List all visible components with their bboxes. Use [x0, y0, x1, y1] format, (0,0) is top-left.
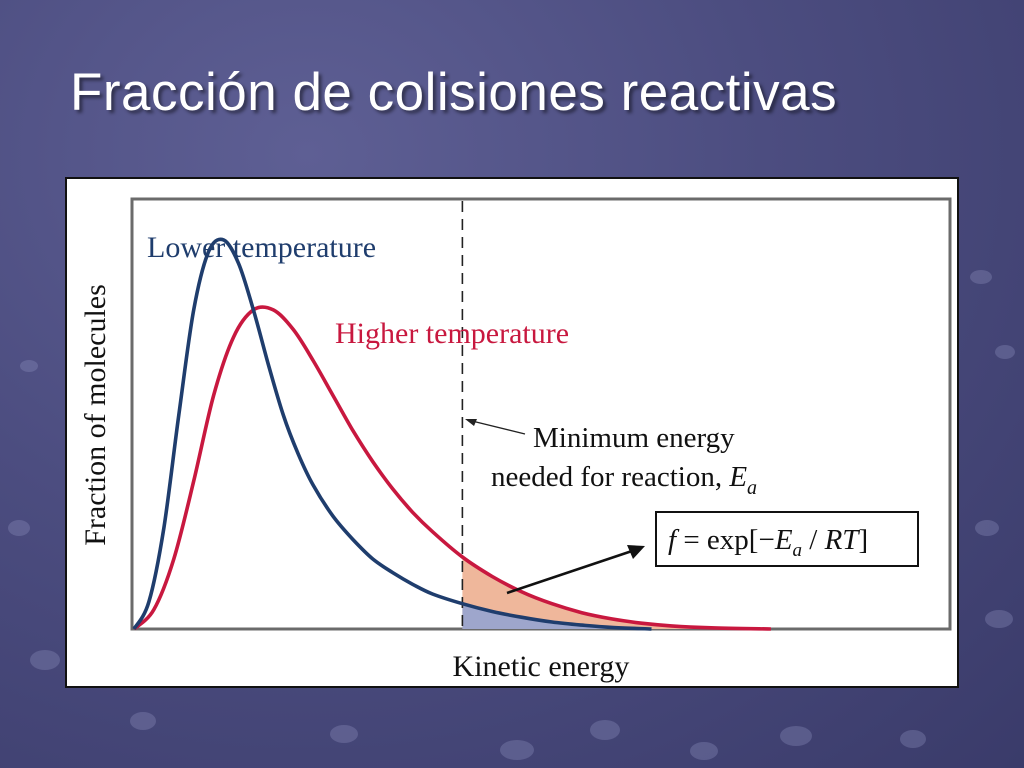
background-dot	[780, 726, 812, 746]
formula-energy: E	[774, 524, 793, 556]
background-dot	[900, 730, 926, 748]
background-dot	[995, 345, 1015, 359]
threshold-pointer-line	[471, 420, 526, 435]
background-dot	[970, 270, 992, 284]
formula-box	[655, 511, 919, 567]
background-dot	[20, 360, 38, 372]
background-dot	[8, 520, 30, 536]
energy-distribution-chart: Lower temperature Higher temperature Min…	[79, 197, 952, 683]
slide-title: Fracción de colisiones reactivas	[70, 63, 838, 122]
series-label-lower-temperature: Lower temperature	[147, 231, 376, 264]
background-dot	[500, 740, 534, 760]
threshold-label-line2: needed for reaction, Ea	[491, 461, 757, 499]
background-dot	[130, 712, 156, 730]
series-line-lower-temperature	[132, 237, 652, 631]
formula-text: f = exp[−Ea / RT]	[668, 524, 868, 561]
y-axis-label: Fraction of molecules	[79, 284, 112, 546]
shaded-area-higher-temperature	[462, 557, 771, 629]
formula-function: exp[	[707, 524, 759, 556]
formula-pointer-arrowhead	[627, 545, 645, 559]
formula-pointer-line	[506, 549, 633, 595]
threshold-label-line1: Minimum energy	[533, 422, 735, 454]
background-dot	[985, 610, 1013, 628]
formula-subscript: a	[793, 540, 803, 561]
formula-minus: −	[758, 524, 774, 556]
shaded-area-lower-temperature	[462, 603, 652, 629]
threshold-pointer-arrowhead	[465, 419, 477, 426]
series-line-higher-temperature	[132, 305, 771, 631]
figure-frame: Lower temperature Higher temperature Min…	[65, 177, 959, 688]
background-dot	[590, 720, 620, 740]
background-dot	[975, 520, 999, 536]
threshold-label-text: needed for reaction,	[491, 461, 729, 493]
series-label-higher-temperature: Higher temperature	[335, 317, 569, 350]
background-dot	[30, 650, 60, 670]
formula-close: ]	[858, 524, 868, 556]
background-dot	[330, 725, 358, 743]
x-axis-label: Kinetic energy	[453, 650, 630, 683]
background-dot	[690, 742, 718, 760]
formula-slash: /	[802, 524, 825, 556]
threshold-symbol-subscript: a	[747, 477, 757, 499]
formula-rt: RT	[824, 524, 861, 556]
threshold-symbol: E	[728, 461, 747, 493]
formula-equals: =	[676, 524, 707, 556]
